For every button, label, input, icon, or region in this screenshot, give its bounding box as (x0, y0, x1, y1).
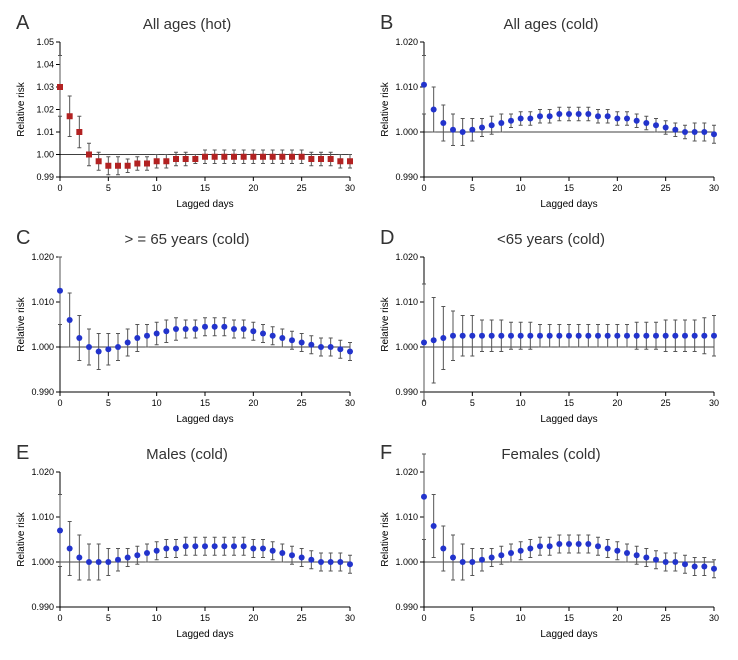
chart-svg: 0 5 10 15 20 25 30 0.990 1.000 1.010 1.020 Lagged d… (374, 10, 724, 215)
svg-text:10: 10 (152, 613, 162, 623)
panel-title: All ages (hot) (10, 16, 364, 33)
svg-text:1.000: 1.000 (31, 557, 54, 567)
svg-text:0: 0 (421, 183, 426, 193)
svg-text:0.990: 0.990 (31, 387, 54, 397)
svg-text:Lagged days: Lagged days (540, 414, 597, 425)
svg-text:1.02: 1.02 (36, 105, 54, 115)
svg-text:1.04: 1.04 (36, 60, 54, 70)
svg-text:10: 10 (152, 398, 162, 408)
svg-text:Lagged days: Lagged days (540, 199, 597, 210)
svg-text:Relative risk: Relative risk (16, 296, 27, 351)
svg-text:20: 20 (612, 398, 622, 408)
svg-text:Relative risk: Relative risk (380, 81, 391, 136)
svg-text:15: 15 (564, 613, 574, 623)
panel-title: Males (cold) (10, 446, 364, 463)
chart-svg: 0 5 10 15 20 25 30 0.990 1.000 1.010 1.020 Lagged d… (374, 440, 724, 645)
svg-text:25: 25 (661, 613, 671, 623)
panel-a: AAll ages (hot)0510152025300.991.001.011… (10, 10, 364, 220)
svg-text:15: 15 (200, 183, 210, 193)
svg-text:0.990: 0.990 (395, 602, 418, 612)
svg-text:0.990: 0.990 (31, 602, 54, 612)
chart-svg: 0510152025300.9901.0001.0101.020Lagged d… (374, 225, 724, 430)
svg-text:Lagged days: Lagged days (176, 199, 233, 210)
svg-text:1.000: 1.000 (31, 342, 54, 352)
svg-text:1.03: 1.03 (36, 82, 54, 92)
panel-e: EMales (cold)0510152025300.9901.0001.010… (10, 440, 364, 650)
svg-text:1.020: 1.020 (395, 467, 418, 477)
svg-text:5: 5 (106, 398, 111, 408)
svg-text:1.000: 1.000 (395, 342, 418, 352)
svg-text:30: 30 (345, 398, 355, 408)
svg-text:30: 30 (709, 183, 719, 193)
svg-text:1.01: 1.01 (36, 127, 54, 137)
svg-text:30: 30 (709, 398, 719, 408)
panel-grid: AAll ages (hot)0510152025300.991.001.011… (10, 10, 728, 650)
panel-c: C> = 65 years (cold)0510152025300.9901.0… (10, 225, 364, 435)
svg-text:30: 30 (345, 183, 355, 193)
svg-text:Relative risk: Relative risk (16, 81, 27, 136)
panel-title: Females (cold) (374, 446, 728, 463)
svg-text:25: 25 (297, 613, 307, 623)
svg-text:30: 30 (709, 613, 719, 623)
svg-text:5: 5 (106, 183, 111, 193)
panel-d: D<65 years (cold)0510152025300.9901.0001… (374, 225, 728, 435)
svg-text:20: 20 (248, 613, 258, 623)
panel-f: FFemales (cold)0510152025300.9901.0001.0… (374, 440, 728, 650)
svg-text:25: 25 (661, 398, 671, 408)
svg-text:10: 10 (152, 183, 162, 193)
svg-text:10: 10 (516, 613, 526, 623)
svg-text:0: 0 (57, 398, 62, 408)
chart-svg: 0 5 10 15 20 25 30 0.99 1.00 1.01 1.02 1.03 1.04 1.05… (10, 10, 360, 215)
svg-text:15: 15 (564, 183, 574, 193)
svg-text:1.020: 1.020 (31, 467, 54, 477)
svg-text:5: 5 (470, 613, 475, 623)
svg-text:25: 25 (661, 183, 671, 193)
svg-text:1.010: 1.010 (395, 297, 418, 307)
svg-text:15: 15 (564, 398, 574, 408)
svg-text:30: 30 (345, 613, 355, 623)
svg-text:1.010: 1.010 (395, 512, 418, 522)
svg-text:Lagged days: Lagged days (540, 629, 597, 640)
svg-text:15: 15 (200, 613, 210, 623)
svg-text:Relative risk: Relative risk (380, 296, 391, 351)
svg-text:Relative risk: Relative risk (16, 511, 27, 566)
svg-text:20: 20 (248, 183, 258, 193)
svg-text:10: 10 (516, 183, 526, 193)
svg-text:0: 0 (57, 613, 62, 623)
svg-text:10: 10 (516, 398, 526, 408)
svg-text:1.010: 1.010 (395, 82, 418, 92)
svg-text:1.010: 1.010 (31, 512, 54, 522)
svg-text:0.99: 0.99 (36, 172, 54, 182)
svg-text:1.020: 1.020 (395, 252, 418, 262)
svg-text:1.010: 1.010 (31, 297, 54, 307)
svg-text:5: 5 (106, 613, 111, 623)
panel-title: > = 65 years (cold) (10, 231, 364, 248)
svg-text:5: 5 (470, 398, 475, 408)
panel-title: All ages (cold) (374, 16, 728, 33)
panel-b: BAll ages (cold)0510152025300.9901.0001.… (374, 10, 728, 220)
svg-text:20: 20 (612, 613, 622, 623)
svg-text:Relative risk: Relative risk (380, 511, 391, 566)
chart-svg: 0 5 10 15 20 25 30 0.990 1.000 1.010 1.020 Lagged d… (10, 440, 360, 645)
svg-text:0: 0 (57, 183, 62, 193)
svg-text:0.990: 0.990 (395, 387, 418, 397)
svg-text:5: 5 (470, 183, 475, 193)
svg-text:15: 15 (200, 398, 210, 408)
svg-text:0: 0 (421, 613, 426, 623)
svg-text:0.990: 0.990 (395, 172, 418, 182)
chart-svg: 0 5 10 15 20 25 30 0.990 1.000 1.010 1.020 Lagged d… (10, 225, 360, 430)
panel-title: <65 years (cold) (374, 231, 728, 248)
svg-text:20: 20 (248, 398, 258, 408)
svg-text:1.000: 1.000 (395, 557, 418, 567)
svg-text:20: 20 (612, 183, 622, 193)
svg-text:1.020: 1.020 (31, 252, 54, 262)
svg-text:25: 25 (297, 398, 307, 408)
svg-text:1.05: 1.05 (36, 37, 54, 47)
svg-text:1.000: 1.000 (395, 127, 418, 137)
svg-text:Lagged days: Lagged days (176, 629, 233, 640)
svg-text:Lagged days: Lagged days (176, 414, 233, 425)
svg-text:25: 25 (297, 183, 307, 193)
svg-text:1.00: 1.00 (36, 150, 54, 160)
svg-text:1.020: 1.020 (395, 37, 418, 47)
